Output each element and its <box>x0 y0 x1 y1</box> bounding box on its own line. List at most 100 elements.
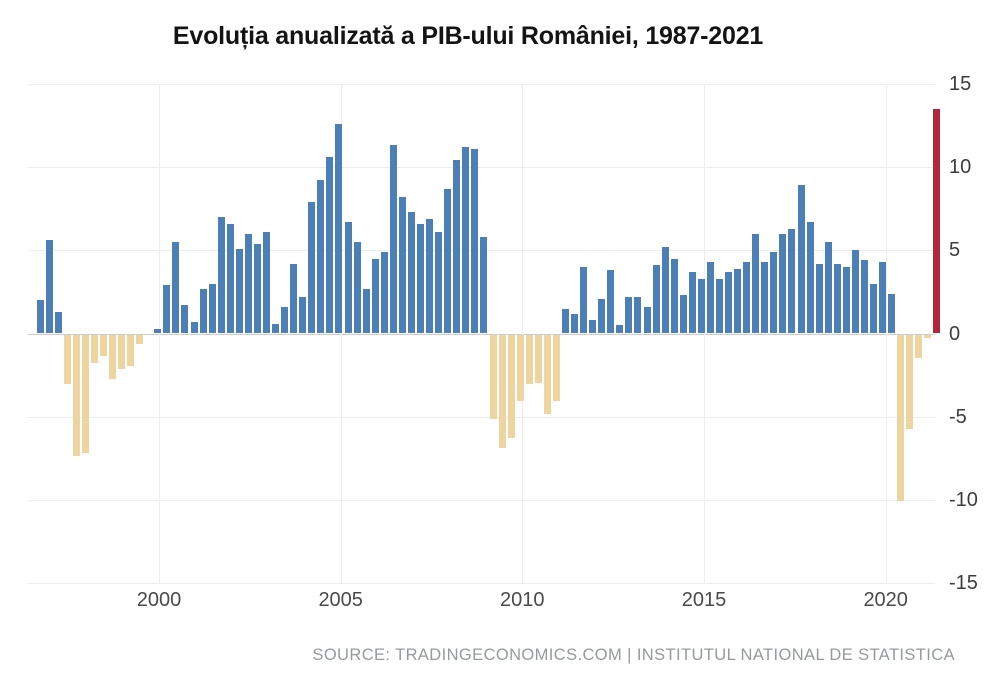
bar-positive <box>398 196 406 334</box>
bar-positive <box>625 296 633 334</box>
bar-positive <box>272 323 280 334</box>
bar-positive <box>380 251 388 334</box>
v-gridline <box>159 84 160 584</box>
bar-positive <box>199 288 207 334</box>
bar-positive <box>253 243 261 334</box>
bar-positive <box>190 321 198 334</box>
bar-negative <box>543 334 551 415</box>
bar-positive <box>761 261 769 334</box>
bar-positive <box>589 320 597 334</box>
bar-positive <box>308 201 316 334</box>
x-tick-label: 2020 <box>863 589 908 611</box>
bar-highlight <box>933 108 941 334</box>
bar-positive <box>480 236 488 334</box>
bar-positive <box>263 231 270 334</box>
plot-area <box>28 83 941 585</box>
bar-positive <box>417 223 425 334</box>
h-gridline <box>28 500 935 502</box>
bar-positive <box>860 260 868 334</box>
bar-positive <box>598 298 606 334</box>
bar-positive <box>661 246 669 334</box>
bar-negative <box>127 334 135 367</box>
x-tick-label: 2005 <box>318 589 363 611</box>
bar-positive <box>290 263 298 334</box>
h-gridline <box>28 416 935 418</box>
bar-positive <box>317 180 325 334</box>
v-gridline <box>885 84 887 584</box>
bar-positive <box>616 325 624 334</box>
bar-negative <box>915 334 923 358</box>
bar-positive <box>571 313 579 334</box>
bar-positive <box>634 296 642 334</box>
bar-positive <box>734 268 742 334</box>
bar-negative <box>118 334 126 370</box>
bar-positive <box>226 223 234 334</box>
bar-positive <box>163 285 171 334</box>
bar-positive <box>697 278 705 334</box>
bar-positive <box>888 293 896 334</box>
bar-negative <box>552 334 560 402</box>
bar-positive <box>725 271 733 334</box>
source-attribution: SOURCE: TRADINGECONOMICS.COM | INSTITUTU… <box>312 646 955 664</box>
bar-positive <box>851 250 859 334</box>
x-tick-label: 2000 <box>136 589 182 611</box>
bar-positive <box>326 156 334 334</box>
bar-positive <box>743 261 751 334</box>
bar-positive <box>54 311 62 334</box>
bar-positive <box>643 306 651 334</box>
bar-positive <box>607 270 615 334</box>
bar-positive <box>353 241 361 334</box>
bar-negative <box>72 334 80 457</box>
bar-positive <box>788 228 796 334</box>
bar-negative <box>90 334 98 363</box>
bar-positive <box>706 261 714 334</box>
bar-positive <box>842 266 850 334</box>
bar-negative <box>108 334 116 380</box>
chart-title: Evoluția anualizată a PIB-ului României,… <box>172 22 764 50</box>
bar-positive <box>281 306 289 334</box>
bar-positive <box>462 146 470 334</box>
bar-negative <box>63 334 71 385</box>
bar-negative <box>906 334 914 430</box>
bar-positive <box>879 261 887 334</box>
bar-negative <box>489 334 497 420</box>
zero-axis-line <box>28 333 935 335</box>
y-tick-label: -5 <box>949 405 967 428</box>
bar-positive <box>752 233 760 334</box>
h-gridline <box>28 83 935 85</box>
bar-positive <box>36 300 44 334</box>
bar-positive <box>299 296 307 334</box>
v-gridline <box>704 84 705 584</box>
x-tick-label: 2015 <box>681 589 727 611</box>
y-tick-label: 15 <box>949 72 972 95</box>
bar-positive <box>371 258 379 334</box>
bar-positive <box>670 258 678 334</box>
bar-positive <box>561 308 569 334</box>
bar-negative <box>516 334 524 402</box>
bar-negative <box>534 334 542 383</box>
bar-negative <box>99 334 107 357</box>
bar-positive <box>652 265 660 334</box>
bar-positive <box>679 295 687 334</box>
bar-positive <box>870 283 878 334</box>
bar-negative <box>498 334 506 448</box>
bar-positive <box>435 231 443 334</box>
bar-negative <box>525 334 533 385</box>
bar-positive <box>217 216 225 334</box>
bar-positive <box>815 263 823 334</box>
bar-positive <box>362 288 370 334</box>
bar-positive <box>244 233 252 334</box>
bar-positive <box>797 185 805 334</box>
bar-positive <box>716 278 723 334</box>
bar-positive <box>235 248 243 334</box>
v-gridline <box>340 84 342 584</box>
y-tick-label: 10 <box>949 155 972 178</box>
bar-positive <box>172 241 180 334</box>
bar-positive <box>154 328 162 334</box>
h-gridline <box>28 166 935 168</box>
bar-positive <box>208 283 216 334</box>
bar-negative <box>507 334 515 438</box>
y-tick-label: -15 <box>949 572 978 595</box>
v-gridline <box>522 84 524 584</box>
bar-negative <box>81 334 89 453</box>
